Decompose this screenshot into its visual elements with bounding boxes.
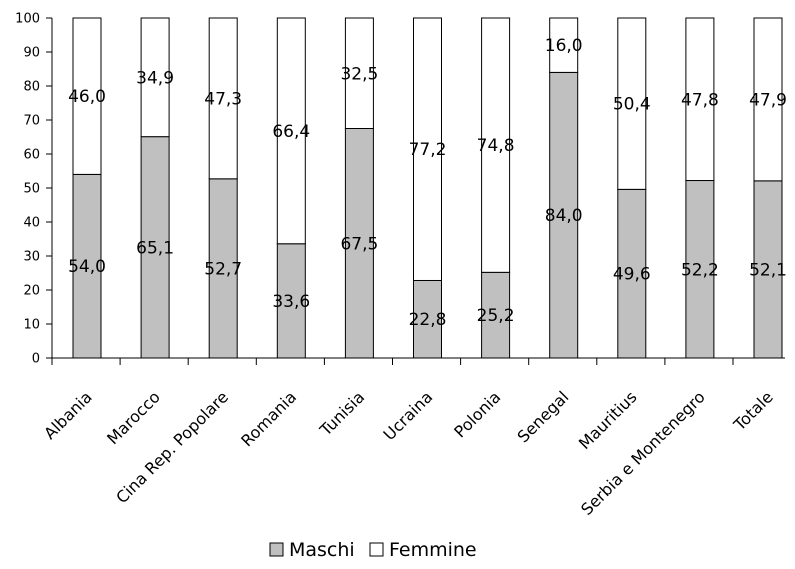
category-label-mauritius: Mauritius: [575, 387, 641, 453]
bar-maschi-polonia: [481, 271, 511, 359]
bar-femmine-serbia-e-montenegro: [685, 17, 715, 182]
bar-maschi-tunisia: [344, 128, 374, 359]
y-axis: 0 10 20 30 40 50 60 70 80 90 100: [15, 12, 53, 367]
data-label-maschi-tunisia: 67,5: [340, 234, 378, 254]
bar-maschi-totale: [753, 180, 783, 359]
category-label-marocco: Marocco: [103, 387, 164, 448]
data-label-maschi-marocco: 65,1: [136, 238, 174, 258]
bar-femmine-cina-rep-popolare: [208, 17, 238, 180]
data-label-femmine-polonia: 74,8: [477, 136, 515, 156]
data-label-maschi-senegal: 84,0: [545, 206, 583, 226]
legend: Maschi Femmine: [269, 539, 477, 561]
data-label-maschi-romania: 33,6: [272, 292, 310, 312]
bar-femmine-marocco: [140, 17, 170, 138]
data-label-maschi-albania: 54,0: [68, 257, 106, 277]
data-labels: 54,0 46,0 65,1 34,9 52,7 47,3 33,6 66,4 67,5 32,5…: [68, 36, 787, 330]
category-label-ucraina: Ucraina: [380, 387, 437, 444]
data-label-femmine-marocco: 34,9: [136, 68, 174, 88]
y-tick-label: 50: [23, 182, 40, 197]
data-label-femmine-romania: 66,4: [272, 122, 310, 142]
data-label-maschi-cina-rep-popolare: 52,7: [204, 259, 242, 279]
data-label-femmine-mauritius: 50,4: [613, 95, 651, 115]
x-axis: [51, 357, 785, 365]
legend-label-femmine: Femmine: [389, 539, 477, 561]
y-tick-label: 10: [23, 318, 40, 333]
y-tick-label: 40: [23, 216, 40, 231]
bar-femmine-mauritius: [617, 17, 647, 190]
data-label-femmine-totale: 47,9: [749, 90, 787, 110]
bars: [72, 17, 783, 359]
bar-maschi-albania: [72, 173, 102, 359]
data-label-femmine-albania: 46,0: [68, 87, 106, 107]
data-label-femmine-senegal: 16,0: [545, 36, 583, 56]
category-label-albania: Albania: [40, 387, 96, 443]
y-tick-label: 20: [23, 284, 40, 299]
bar-femmine-romania: [276, 17, 306, 245]
legend-label-maschi: Maschi: [289, 539, 355, 561]
legend-swatch-maschi: [269, 542, 284, 557]
bar-femmine-totale: [753, 17, 783, 182]
bar-femmine-senegal: [549, 17, 579, 73]
y-tick-label: 80: [23, 80, 40, 95]
bar-maschi-romania: [276, 243, 306, 359]
data-label-maschi-serbia-e-montenegro: 52,2: [681, 260, 719, 280]
data-label-femmine-serbia-e-montenegro: 47,8: [681, 90, 719, 110]
y-tick-label: 100: [15, 12, 40, 27]
y-tick-label: 30: [23, 250, 40, 265]
legend-swatch-femmine: [369, 542, 384, 557]
bar-maschi-serbia-e-montenegro: [685, 180, 715, 359]
data-label-femmine-ucraina: 77,2: [409, 140, 447, 160]
category-label-senegal: Senegal: [514, 387, 573, 446]
category-label-tunisia: Tunisia: [315, 387, 368, 440]
bar-femmine-tunisia: [344, 17, 374, 129]
data-label-maschi-totale: 52,1: [749, 260, 787, 280]
category-label-totale: Totale: [729, 387, 777, 435]
y-tick-label: 70: [23, 114, 40, 129]
category-label-polonia: Polonia: [450, 387, 504, 441]
data-label-maschi-ucraina: 22,8: [409, 310, 447, 330]
bar-femmine-polonia: [481, 17, 511, 273]
data-label-maschi-mauritius: 49,6: [613, 265, 651, 285]
bar-maschi-mauritius: [617, 188, 647, 359]
data-label-maschi-polonia: 25,2: [477, 306, 515, 326]
bar-femmine-albania: [72, 17, 102, 175]
data-label-femmine-tunisia: 32,5: [340, 64, 378, 84]
y-tick-label: 60: [23, 148, 40, 163]
y-tick-label: 90: [23, 46, 40, 61]
category-label-cina-rep-popolare: Cina Rep. Popolare: [112, 387, 232, 507]
bar-femmine-ucraina: [413, 17, 442, 281]
category-label-serbia-e-montenegro: Serbia e Montenegro: [577, 387, 709, 519]
bar-maschi-senegal: [549, 71, 579, 359]
data-label-femmine-cina-rep-popolare: 47,3: [204, 89, 242, 109]
category-label-romania: Romania: [237, 387, 300, 450]
y-tick-label: 0: [32, 352, 40, 367]
